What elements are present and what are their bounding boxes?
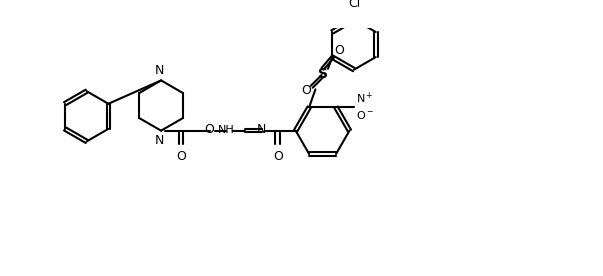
Text: N$^+$: N$^+$ [356, 90, 373, 105]
Text: Cl: Cl [348, 0, 360, 10]
Text: O: O [204, 123, 215, 136]
Text: NH: NH [218, 125, 235, 135]
Text: S: S [318, 67, 327, 81]
Text: O: O [273, 150, 283, 163]
Text: NO$_2$: NO$_2$ [0, 275, 1, 276]
Text: O$^-$: O$^-$ [356, 109, 374, 121]
Text: N: N [154, 64, 164, 77]
Text: O: O [334, 44, 344, 57]
Text: N: N [257, 123, 267, 136]
Text: O: O [302, 84, 311, 97]
Text: N$^+$: N$^+$ [0, 275, 1, 276]
Text: N: N [154, 134, 164, 147]
Text: O: O [176, 150, 186, 163]
